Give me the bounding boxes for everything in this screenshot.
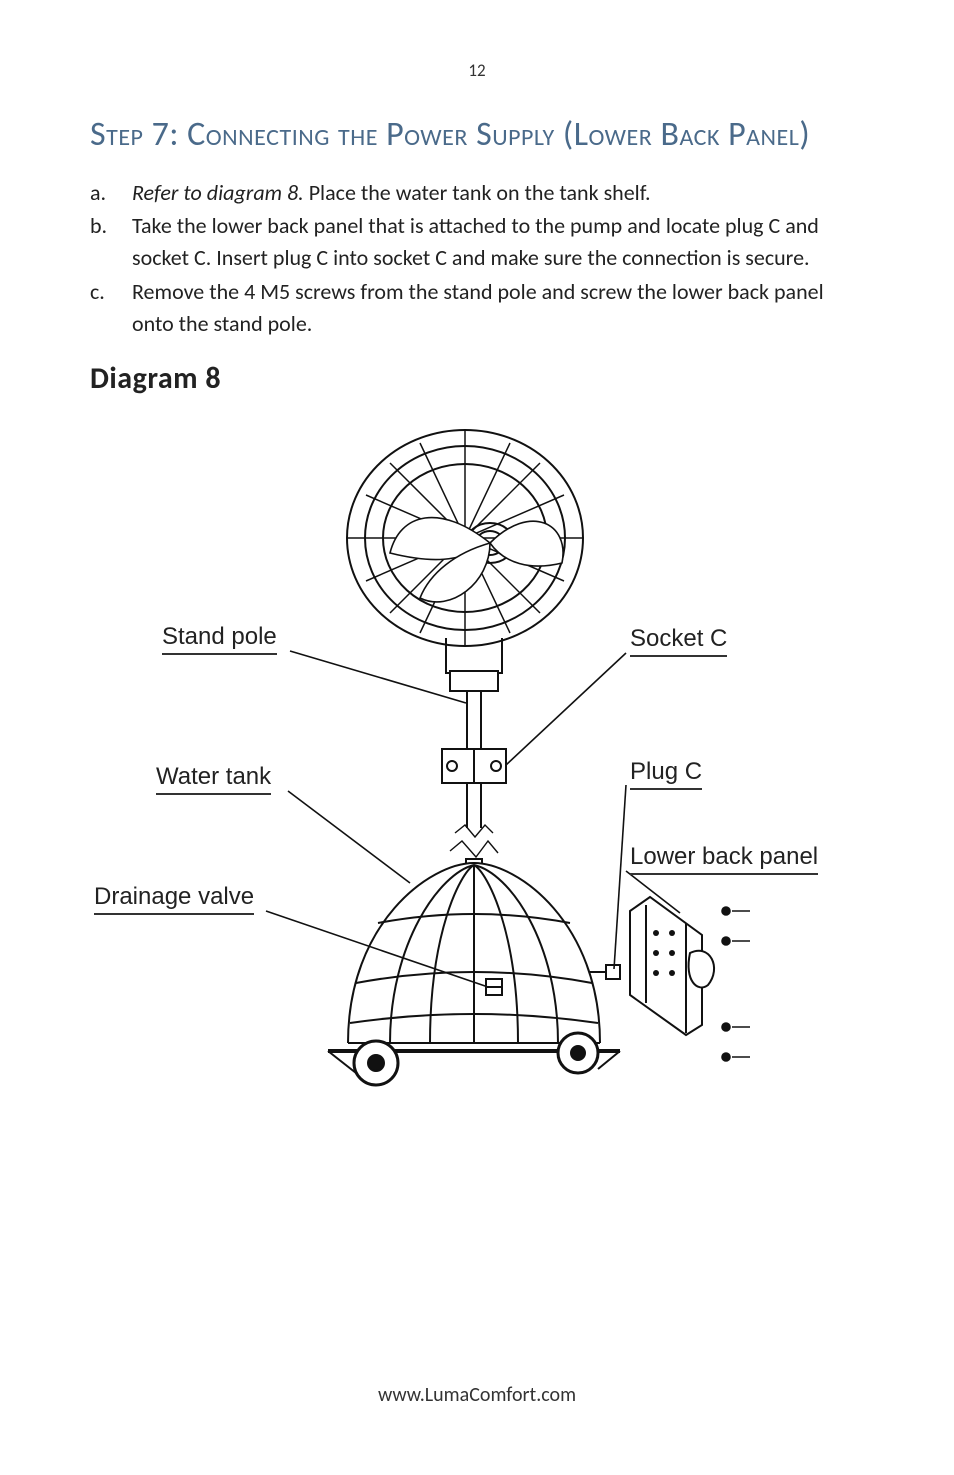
diagram-8: Stand pole Water tank Drainage valve Soc…: [90, 413, 860, 1113]
label-water-tank: Water tank: [156, 763, 271, 795]
instruction-list: a. Refer to diagram 8. Place the water t…: [90, 177, 864, 340]
list-text: Place the water tank on the tank shelf.: [304, 179, 651, 206]
list-marker: c.: [90, 276, 132, 340]
page-number: 12: [90, 60, 864, 81]
label-drainage-valve: Drainage valve: [94, 883, 254, 915]
label-plug-c: Plug C: [630, 758, 702, 790]
label-lower-back-panel: Lower back panel: [630, 843, 818, 875]
list-marker: a.: [90, 177, 132, 209]
instruction-item: b. Take the lower back panel that is att…: [90, 210, 864, 274]
label-socket-c: Socket C: [630, 625, 727, 657]
label-stand-pole: Stand pole: [162, 623, 277, 655]
italic-lead: Refer to diagram 8.: [132, 179, 304, 206]
diagram-title: Diagram 8: [90, 360, 864, 397]
list-body: Take the lower back panel that is attach…: [132, 210, 864, 274]
list-text: Remove the 4 M5 screws from the stand po…: [132, 278, 824, 337]
instruction-item: c. Remove the 4 M5 screws from the stand…: [90, 276, 864, 340]
list-marker: b.: [90, 210, 132, 274]
step-heading: Step 7: Connecting the Power Supply (Low…: [90, 111, 864, 159]
instruction-item: a. Refer to diagram 8. Place the water t…: [90, 177, 864, 209]
list-body: Refer to diagram 8. Place the water tank…: [132, 177, 864, 209]
footer-url: www.LumaComfort.com: [0, 1383, 954, 1407]
list-body: Remove the 4 M5 screws from the stand po…: [132, 276, 864, 340]
list-text: Take the lower back panel that is attach…: [132, 212, 819, 271]
